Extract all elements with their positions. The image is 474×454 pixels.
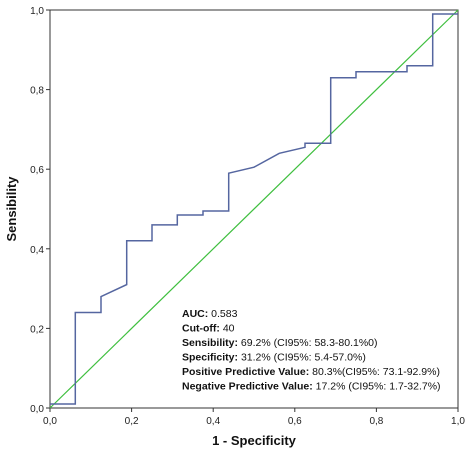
lines-layer: [49, 9, 459, 409]
reference-diagonal-line: [49, 9, 459, 409]
y-tick-label: 0,4: [30, 245, 44, 256]
plot-frame: [49, 9, 459, 409]
y-tick-label: 0,0: [30, 404, 44, 415]
annotation-label: Cut-off:: [182, 323, 220, 335]
ticks-layer: 0,0 0,2 0,4 0,6 0,8 1,0 0,0 0,2 0,4 0,6 0,8 1,0: [30, 6, 465, 427]
annotation-line: Specificity: 31.2% (CI95%: 5.4-57.0%): [182, 352, 366, 364]
roc-curve-line: [50, 13, 458, 405]
x-tick-label: 0,8: [369, 416, 383, 427]
annotation-label: Sensibility:: [182, 337, 238, 349]
annotation-value: 31.2% (CI95%: 5.4-57.0%): [238, 352, 366, 364]
annotation-value: 17.2% (CI95%: 1.7-32.7%): [313, 381, 441, 393]
y-axis-title: Sensibility: [4, 176, 19, 242]
y-tick-label: 1,0: [30, 6, 44, 17]
annotation-line: Positive Predictive Value: 80.3%(CI95%: …: [182, 366, 440, 378]
y-tick-label: 0,6: [30, 165, 44, 176]
annotation-label: AUC:: [182, 308, 208, 320]
annotation-label: Negative Predictive Value:: [182, 381, 313, 393]
annotation-value: 80.3%(CI95%: 73.1-92.9%): [309, 366, 440, 378]
annotation-value: 40: [220, 323, 235, 335]
annotation-box: AUC: 0.583 Cut-off: 40 Sensibility: 69.2% …: [182, 308, 441, 393]
annotation-line: Sensibility: 69.2% (CI95%: 58.3-80.1%0): [182, 337, 378, 349]
annotation-line: Negative Predictive Value: 17.2% (CI95%:…: [182, 381, 441, 393]
annotation-line: Cut-off: 40: [182, 323, 235, 335]
annotation-label: Specificity:: [182, 352, 238, 364]
x-tick-label: 0,2: [125, 416, 139, 427]
x-axis-title: 1 - Specificity: [212, 433, 297, 448]
annotation-value: 0.583: [208, 308, 237, 320]
annotation-value: 69.2% (CI95%: 58.3-80.1%0): [238, 337, 378, 349]
y-tick-label: 0,2: [30, 324, 44, 335]
annotation-line: AUC: 0.583: [182, 308, 238, 320]
x-tick-label: 1,0: [451, 416, 465, 427]
x-tick-label: 0,0: [43, 416, 57, 427]
x-tick-label: 0,4: [206, 416, 220, 427]
y-tick-label: 0,8: [30, 86, 44, 97]
x-tick-label: 0,6: [288, 416, 302, 427]
annotation-label: Positive Predictive Value:: [182, 366, 309, 378]
